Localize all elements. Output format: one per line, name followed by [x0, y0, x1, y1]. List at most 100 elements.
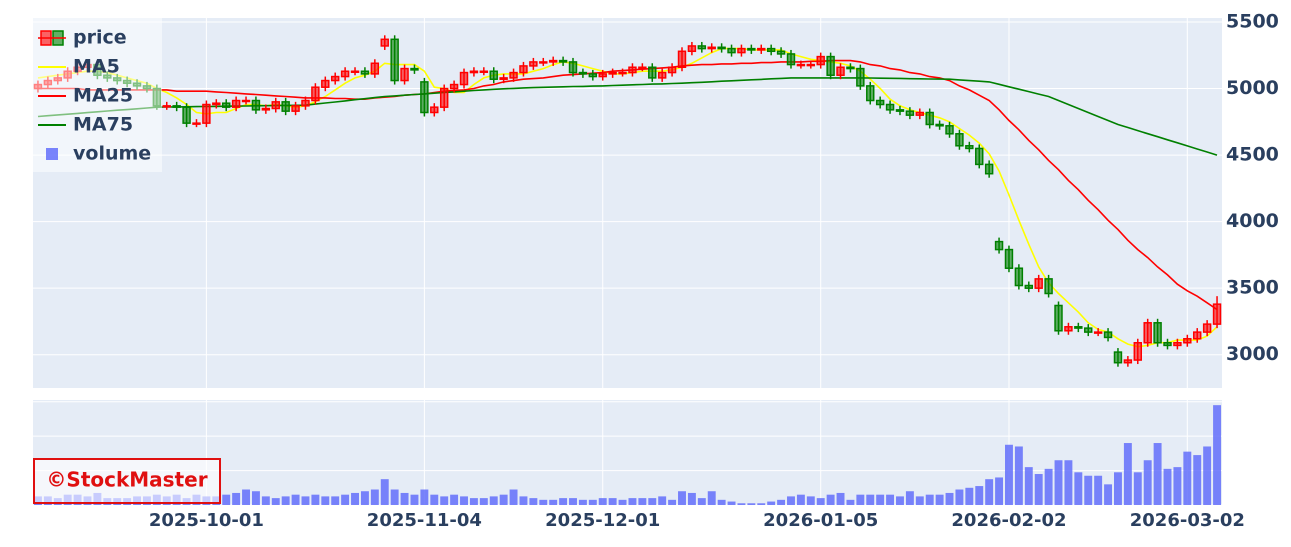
volume-bar	[1064, 460, 1073, 505]
x-tick-label: 2025-12-01	[545, 510, 660, 531]
candle-body	[291, 105, 300, 112]
volume-bar	[767, 501, 776, 505]
volume-bar	[400, 492, 409, 505]
candle-body	[994, 240, 1004, 251]
volume-bar	[836, 492, 845, 505]
volume-bar	[905, 491, 914, 505]
candle-body	[1004, 248, 1014, 269]
volume-bar	[271, 498, 280, 505]
candle-body	[202, 103, 211, 124]
candle-body	[866, 85, 875, 102]
candle-body	[895, 109, 905, 112]
volume-bar	[529, 498, 538, 505]
volume-bar	[955, 489, 964, 505]
y-tick-label: 4500	[1226, 144, 1279, 166]
candle-body	[1123, 359, 1133, 364]
volume-bar	[796, 494, 805, 505]
volume-bar	[757, 503, 766, 505]
volume-bar	[886, 494, 895, 505]
candle-body	[548, 59, 558, 63]
candle-body	[955, 133, 964, 147]
candles	[33, 35, 1222, 367]
candle-body	[519, 65, 528, 74]
candle-body	[905, 110, 915, 116]
candle-body	[1034, 278, 1043, 289]
candle-body	[638, 66, 647, 69]
candle-body	[766, 47, 776, 53]
candle-body	[846, 66, 855, 70]
candle-body	[747, 47, 756, 51]
volume-bar	[1014, 446, 1023, 505]
volume-bar	[876, 494, 885, 505]
volume-bar	[618, 499, 627, 505]
candle-body	[1113, 351, 1123, 364]
candle-body	[469, 70, 479, 74]
legend-label: MA75	[73, 114, 133, 136]
candle-body	[925, 111, 934, 126]
candle-body	[509, 71, 518, 79]
candle-body	[1193, 331, 1202, 340]
candle-body	[1044, 278, 1053, 295]
candle-body	[826, 55, 835, 76]
volume-bar	[1153, 443, 1162, 505]
volume-bar	[331, 496, 340, 505]
candle-body	[539, 61, 548, 64]
watermark: ©StockMaster	[33, 458, 221, 504]
volume-bar	[638, 498, 647, 505]
candle-body	[1084, 327, 1093, 333]
ma-line	[37, 47, 1218, 348]
volume-bar	[1213, 405, 1222, 505]
candle-body	[707, 46, 716, 50]
volume-bar	[1203, 446, 1212, 505]
volume-bar	[737, 503, 746, 505]
volume-bar	[390, 489, 399, 505]
volume-bar	[856, 494, 865, 505]
candle-body	[796, 63, 806, 67]
candle-body	[221, 102, 231, 108]
candle-body	[776, 50, 786, 55]
volume-bars	[33, 405, 1222, 505]
y-tick-label: 5500	[1226, 10, 1279, 32]
y-tick-label: 5000	[1226, 77, 1279, 99]
volume-bar	[1034, 474, 1043, 505]
volume-bar	[1084, 475, 1093, 505]
x-tick-label: 2025-11-04	[367, 510, 482, 531]
volume-bar	[569, 498, 577, 505]
candle-body	[945, 125, 954, 135]
volume-bar	[301, 496, 310, 505]
volume-bar	[1024, 467, 1033, 505]
candle-body	[162, 105, 171, 108]
volume-bar	[311, 494, 320, 505]
volume-bar	[658, 496, 667, 505]
candle-body	[182, 106, 191, 124]
volume-bar	[370, 489, 379, 505]
volume-bar	[826, 494, 835, 505]
volume-bar	[608, 498, 617, 505]
volume-bar	[1183, 451, 1192, 505]
watermark-box	[33, 458, 221, 504]
candle-body	[935, 123, 944, 127]
legend-label: price	[73, 27, 127, 49]
volume-bar	[985, 479, 994, 505]
candle-body	[430, 106, 439, 114]
candle-body	[965, 145, 974, 150]
volume-bar	[925, 494, 934, 505]
volume-bar	[222, 494, 231, 505]
candle-body	[1014, 267, 1024, 287]
volume-bar	[360, 491, 369, 505]
volume-bar	[747, 503, 756, 505]
volume-bar	[341, 494, 350, 505]
volume-bar	[321, 496, 330, 505]
volume-bar	[380, 479, 389, 505]
volume-bar	[678, 491, 686, 505]
candle-body	[786, 53, 796, 66]
candle-body	[241, 99, 251, 103]
y-tick-label: 3500	[1226, 277, 1279, 299]
volume-bar	[707, 491, 716, 505]
candle-body	[410, 67, 419, 71]
volume-bar	[846, 499, 855, 505]
volume-bar	[915, 496, 924, 505]
x-tick-label: 2026-03-02	[1130, 510, 1245, 531]
candle-body	[717, 46, 726, 50]
candle-body	[875, 99, 885, 106]
